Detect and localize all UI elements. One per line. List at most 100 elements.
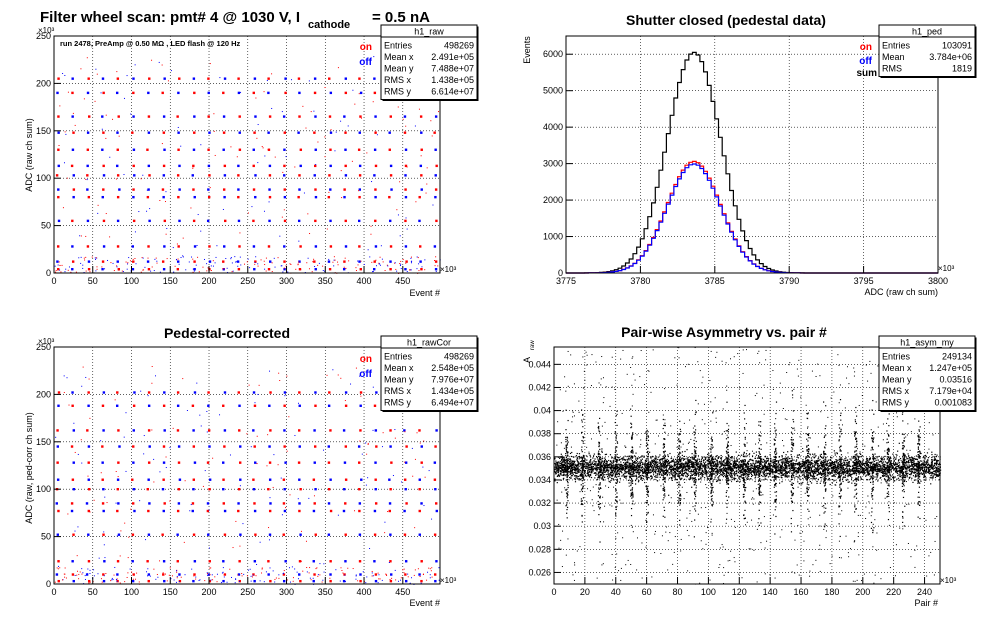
asym-point-2773 [869, 475, 871, 477]
raw-point-96 [161, 188, 165, 191]
asym-point-3236 [596, 479, 598, 481]
asym-point-670 [725, 463, 727, 465]
rawcor-point-304 [405, 502, 408, 505]
raw-point-349 [370, 225, 372, 227]
rawcor-point-428 [261, 572, 263, 574]
rawcor-point-463 [116, 578, 118, 580]
raw-point-71 [133, 174, 136, 177]
asym-point-2589 [716, 460, 718, 463]
raw-point-109 [178, 188, 181, 191]
raw-point-282 [374, 131, 377, 134]
asym-point-967 [799, 469, 802, 471]
rawcor-point-542 [239, 545, 241, 547]
asym-point-1344 [820, 474, 823, 476]
asym-point-3196 [862, 459, 864, 461]
raw-point-557 [294, 166, 296, 168]
rawcor-point-73 [132, 461, 135, 464]
asym-point-2817 [653, 465, 655, 467]
asym-point-2006 [885, 481, 887, 483]
asym-point-1183 [934, 458, 936, 461]
raw-point-572 [101, 266, 103, 268]
raw-point-651 [330, 129, 332, 131]
asym-point-1864 [561, 460, 563, 462]
asym-point-3066 [913, 479, 916, 481]
rawcor-point-31 [85, 502, 89, 505]
rawcor-point-204 [283, 445, 286, 448]
raw-point-498 [406, 166, 408, 168]
asym-point-1036 [560, 453, 562, 455]
asym-point-201 [905, 456, 908, 458]
rawcor-point-335 [435, 429, 438, 432]
raw-point-302 [404, 219, 407, 223]
raw-y-tick-label-4: 200 [36, 78, 51, 88]
rawcor-point-431 [386, 574, 388, 576]
raw-point-714 [375, 265, 377, 267]
rawcor-point-357 [395, 579, 397, 581]
rawcor-point-180 [253, 404, 257, 407]
asym-point-966 [757, 480, 760, 482]
raw-point-308 [403, 131, 407, 134]
raw-point-683 [271, 271, 273, 273]
rawcor-point-679 [171, 575, 173, 577]
asym-point-1369 [644, 469, 646, 472]
raw-point-116 [178, 77, 181, 80]
asym-point-1078 [895, 463, 897, 466]
asym-point-1558 [716, 471, 718, 473]
rawcor-point-373 [195, 578, 197, 580]
raw-point-483 [328, 78, 330, 80]
rawcor-point-242 [327, 461, 331, 464]
asym-point-2876 [762, 461, 764, 463]
asym-point-2177 [814, 478, 816, 480]
raw-point-393 [118, 269, 120, 271]
rawcor-point-205 [283, 429, 286, 432]
asym-point-862 [621, 458, 623, 460]
rawcor-point-732 [313, 495, 315, 497]
raw-point-718 [410, 269, 412, 271]
rawcor-point-435 [268, 527, 270, 529]
raw-point-615 [373, 56, 375, 58]
asym-point-2768 [935, 473, 937, 475]
asym-point-2965 [844, 471, 846, 473]
asym-point-1037 [739, 467, 741, 470]
asym-point-2120 [570, 462, 572, 464]
rawcor-point-143 [222, 579, 225, 583]
asym-point-2997 [669, 461, 671, 463]
asym-point-2325 [863, 473, 865, 475]
asym-point-1040 [857, 461, 859, 463]
asym-point-2035 [582, 467, 584, 469]
asym-point-1056 [823, 466, 825, 468]
asym-point-3164 [747, 476, 749, 478]
asym-point-1044 [618, 467, 620, 469]
raw-point-559 [313, 258, 315, 260]
asym-point-3121 [834, 461, 836, 463]
asym-point-466 [677, 459, 679, 461]
asym-point-2820 [833, 467, 835, 469]
ped-y-tick-label-3: 3000 [543, 159, 563, 169]
asym-point-923 [931, 472, 933, 475]
asym-point-2897 [901, 461, 903, 463]
asym-point-1091 [799, 465, 801, 467]
rawcor-point-288 [389, 560, 392, 563]
asym-point-2936 [830, 463, 832, 465]
asym-point-1398 [867, 472, 869, 474]
raw-point-480 [357, 264, 359, 266]
asym-point-248 [635, 459, 638, 462]
asym-point-157 [902, 475, 904, 477]
asym-point-711 [829, 462, 831, 465]
rawcor-point-366 [89, 417, 91, 419]
rawcor-point-708 [184, 574, 186, 576]
asym-point-1217 [660, 470, 662, 472]
raw-point-61 [116, 131, 119, 134]
rawcor-point-152 [223, 445, 226, 448]
asym-point-1757 [819, 471, 822, 473]
asym-point-3213 [810, 463, 812, 465]
asym-point-1605 [616, 461, 618, 463]
asym-point-1678 [665, 466, 667, 469]
asym-point-2899 [665, 459, 667, 462]
asym-point-1956 [640, 467, 642, 469]
raw-point-735 [70, 271, 72, 273]
asym-point-1451 [638, 480, 640, 482]
asym-point-3041 [898, 442, 900, 444]
asym-point-1089 [904, 466, 906, 468]
raw-point-197 [283, 245, 286, 248]
